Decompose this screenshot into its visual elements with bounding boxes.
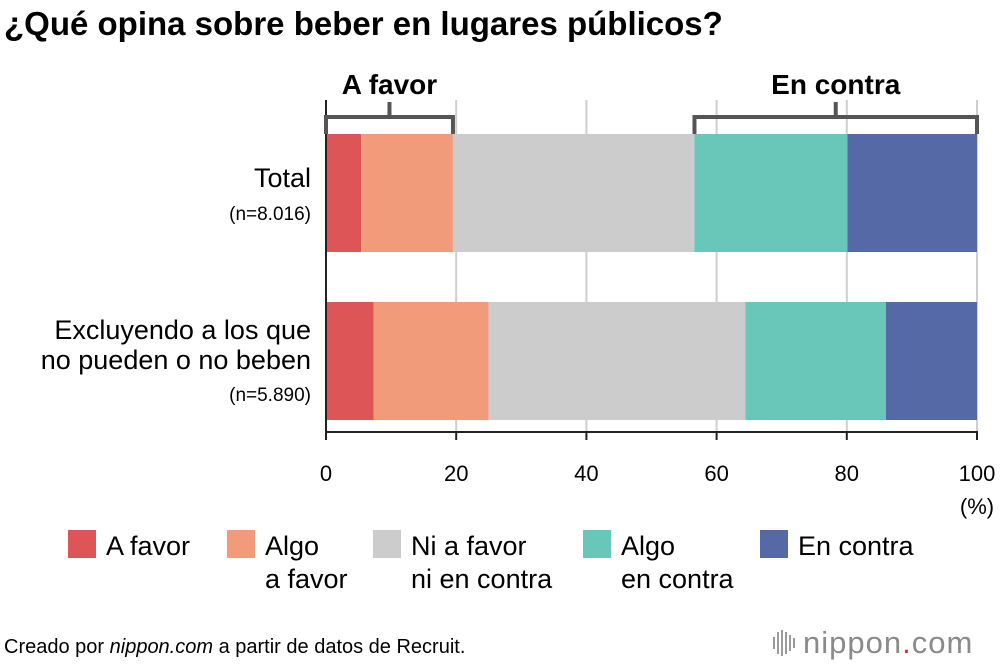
bar-segment (452, 134, 695, 252)
legend-label: ni en contra (411, 564, 553, 594)
source-site: nippon.com (110, 636, 213, 658)
source-suffix: a partir de datos de Recruit. (213, 636, 465, 658)
source-note: Creado por nippon.com a partir de datos … (4, 636, 465, 658)
tick-label: 20 (444, 461, 468, 486)
logo-name: nippon (803, 625, 902, 660)
bracket (324, 102, 455, 134)
tick-label: 60 (704, 461, 728, 486)
category-label: Excluyendo a los que (54, 315, 311, 345)
category-label: Total (254, 163, 311, 193)
legend-label: A favor (106, 531, 190, 561)
sample-size-label: (n=8.016) (229, 204, 311, 225)
bar-segment (488, 302, 746, 420)
bracket-label: En contra (771, 69, 901, 100)
legend-label: Algo (265, 531, 319, 561)
bar-segment (885, 302, 977, 420)
logo-text: nippon.com (803, 625, 973, 660)
bracket (692, 102, 979, 134)
legend-swatch (760, 530, 788, 558)
tick-label: 100 (959, 461, 996, 486)
logo-tld: com (912, 625, 974, 660)
logo-dot: . (902, 625, 912, 660)
legend-swatch (373, 530, 401, 558)
x-axis: 0 20 40 60 80 100 (%) (320, 100, 995, 519)
bar-segment (326, 134, 362, 252)
source-prefix: Creado por (4, 636, 110, 658)
bar-segment (745, 302, 886, 420)
legend-swatch (583, 530, 611, 558)
legend-label: en contra (621, 564, 735, 594)
tick-label: 40 (574, 461, 598, 486)
bracket-label: A favor (342, 69, 438, 100)
bracket-annotations: A favor En contra (324, 69, 979, 134)
nippon-logo: nippon.com (773, 625, 973, 660)
bar-segment (373, 302, 489, 420)
legend-swatch (227, 530, 255, 558)
bars (326, 134, 977, 420)
legend-label: a favor (265, 564, 348, 594)
sample-size-label: (n=5.890) (229, 385, 311, 406)
tick-label: 80 (835, 461, 859, 486)
legend-label: Ni a favor (411, 531, 527, 561)
bar-segment (326, 302, 374, 420)
bar-segment (694, 134, 848, 252)
category-label: no pueden o no beben (41, 345, 311, 375)
legend-label: En contra (798, 531, 915, 561)
bar-segment (847, 134, 977, 252)
bar-segment (361, 134, 453, 252)
logo-mark-icon (773, 630, 795, 656)
legend-label: Algo (621, 531, 675, 561)
legend-swatch (68, 530, 96, 558)
axis-unit: (%) (960, 494, 994, 519)
chart-title: ¿Qué opina sobre beber en lugares públic… (4, 5, 723, 42)
tick-label: 0 (320, 461, 332, 486)
